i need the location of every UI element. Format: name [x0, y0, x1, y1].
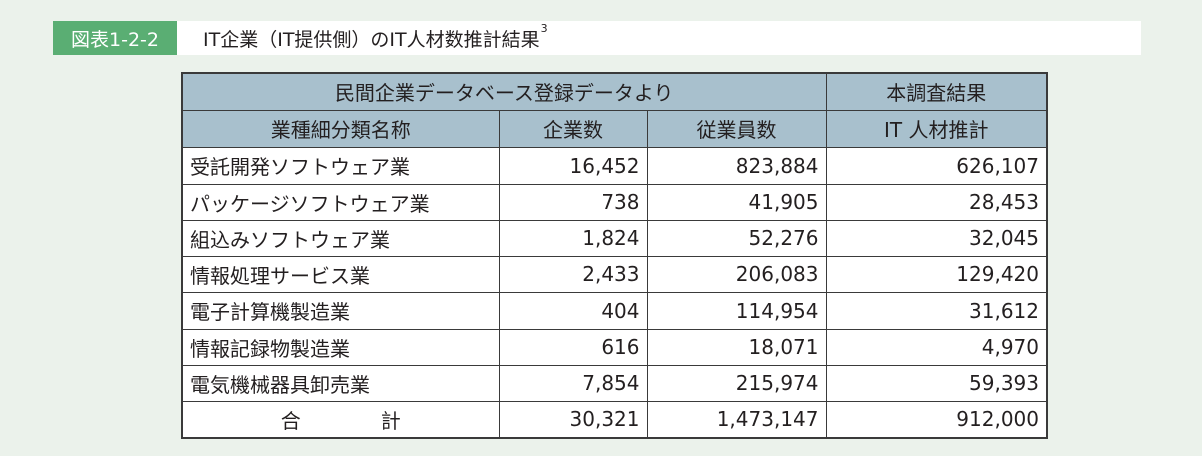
column-header-it-staff: IT 人材推計: [825, 109, 1048, 148]
figure-title-text: IT企業（IT提供側）のIT人材数推計結果: [203, 28, 540, 51]
total-row: 合 計 30,321 1,473,147 912,000: [181, 400, 1048, 439]
industry-name: 情報記録物製造業: [181, 328, 500, 366]
it-staff-value: 4,970: [825, 328, 1048, 366]
column-header-employees: 従業員数: [646, 109, 827, 148]
employees-value: 215,974: [646, 364, 827, 402]
column-header-row: 業種細分類名称 企業数 従業員数 IT 人材推計: [181, 109, 1048, 148]
employees-value: 114,954: [646, 291, 827, 330]
companies-value: 2,433: [498, 255, 648, 293]
total-label: 合 計: [181, 400, 500, 439]
it-staff-estimate-table: 民間企業データベース登録データより 本調査結果 業種細分類名称 企業数 従業員数…: [181, 72, 1048, 439]
figure-title-bar: 図表1-2-2 IT企業（IT提供側）のIT人材数推計結果3: [53, 21, 1141, 55]
companies-value: 738: [498, 183, 648, 221]
companies-value: 1,824: [498, 219, 648, 257]
total-it-staff: 912,000: [825, 400, 1048, 439]
group-header-row: 民間企業データベース登録データより 本調査結果: [181, 72, 1048, 111]
table-row: 受託開発ソフトウェア業 16,452 823,884 626,107: [181, 146, 1048, 185]
it-staff-value: 31,612: [825, 291, 1048, 330]
industry-name: 受託開発ソフトウェア業: [181, 146, 500, 185]
industry-name: 電子計算機製造業: [181, 291, 500, 330]
it-staff-value: 129,420: [825, 255, 1048, 293]
footnote-mark: 3: [540, 21, 548, 35]
total-employees: 1,473,147: [646, 400, 827, 439]
employees-value: 18,071: [646, 328, 827, 366]
it-staff-value: 626,107: [825, 146, 1048, 185]
total-companies: 30,321: [498, 400, 648, 439]
employees-value: 41,905: [646, 183, 827, 221]
figure-title: IT企業（IT提供側）のIT人材数推計結果3: [203, 21, 548, 52]
column-header-companies: 企業数: [498, 109, 648, 148]
employees-value: 823,884: [646, 146, 827, 185]
table-row: 電子計算機製造業 404 114,954 31,612: [181, 291, 1048, 330]
employees-value: 206,083: [646, 255, 827, 293]
employees-value: 52,276: [646, 219, 827, 257]
table-row: 情報記録物製造業 616 18,071 4,970: [181, 328, 1048, 366]
companies-value: 404: [498, 291, 648, 330]
table-row: 情報処理サービス業 2,433 206,083 129,420: [181, 255, 1048, 293]
it-staff-value: 59,393: [825, 364, 1048, 402]
table-row: 電気機械器具卸売業 7,854 215,974 59,393: [181, 364, 1048, 402]
industry-name: 情報処理サービス業: [181, 255, 500, 293]
it-staff-value: 28,453: [825, 183, 1048, 221]
industry-name: 組込みソフトウェア業: [181, 219, 500, 257]
table-row: 組込みソフトウェア業 1,824 52,276 32,045: [181, 219, 1048, 257]
industry-name: パッケージソフトウェア業: [181, 183, 500, 221]
companies-value: 7,854: [498, 364, 648, 402]
companies-value: 616: [498, 328, 648, 366]
companies-value: 16,452: [498, 146, 648, 185]
group-header-survey: 本調査結果: [825, 72, 1048, 111]
table-row: パッケージソフトウェア業 738 41,905 28,453: [181, 183, 1048, 221]
group-header-database: 民間企業データベース登録データより: [181, 72, 827, 111]
figure-label: 図表1-2-2: [53, 21, 177, 55]
it-staff-value: 32,045: [825, 219, 1048, 257]
industry-name: 電気機械器具卸売業: [181, 364, 500, 402]
column-header-name: 業種細分類名称: [181, 109, 500, 148]
